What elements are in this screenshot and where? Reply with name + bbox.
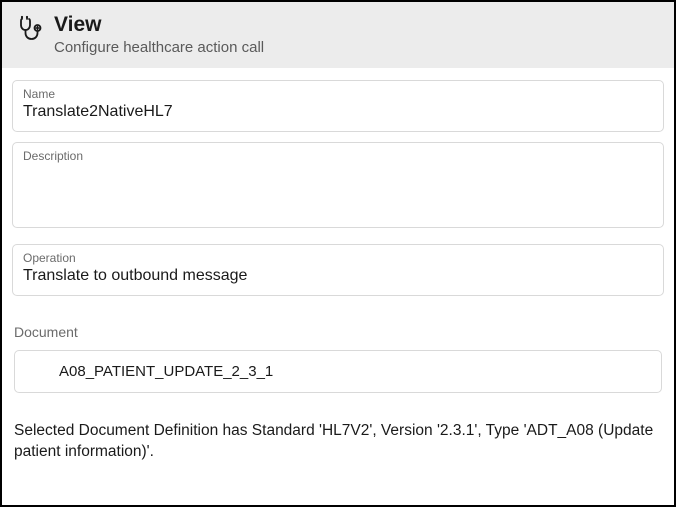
operation-label: Operation xyxy=(23,251,653,265)
name-field: Name Translate2NativeHL7 xyxy=(12,80,664,132)
header-text-block: View Configure healthcare action call xyxy=(54,12,264,56)
name-value: Translate2NativeHL7 xyxy=(23,102,653,123)
stethoscope-icon xyxy=(16,14,44,47)
document-row[interactable]: A08_PATIENT_UPDATE_2_3_1 xyxy=(14,350,662,393)
document-section-label: Document xyxy=(14,324,664,340)
page-header: View Configure healthcare action call xyxy=(2,2,674,68)
content-area: Name Translate2NativeHL7 Description Ope… xyxy=(2,68,674,462)
description-label: Description xyxy=(23,149,653,163)
document-value: A08_PATIENT_UPDATE_2_3_1 xyxy=(29,363,647,380)
operation-field: Operation Translate to outbound message xyxy=(12,244,664,296)
page-subtitle: Configure healthcare action call xyxy=(54,39,264,56)
description-field: Description xyxy=(12,142,664,228)
page-title: View xyxy=(54,12,264,37)
name-label: Name xyxy=(23,87,653,101)
operation-value: Translate to outbound message xyxy=(23,266,653,287)
document-info-text: Selected Document Definition has Standar… xyxy=(12,421,664,463)
